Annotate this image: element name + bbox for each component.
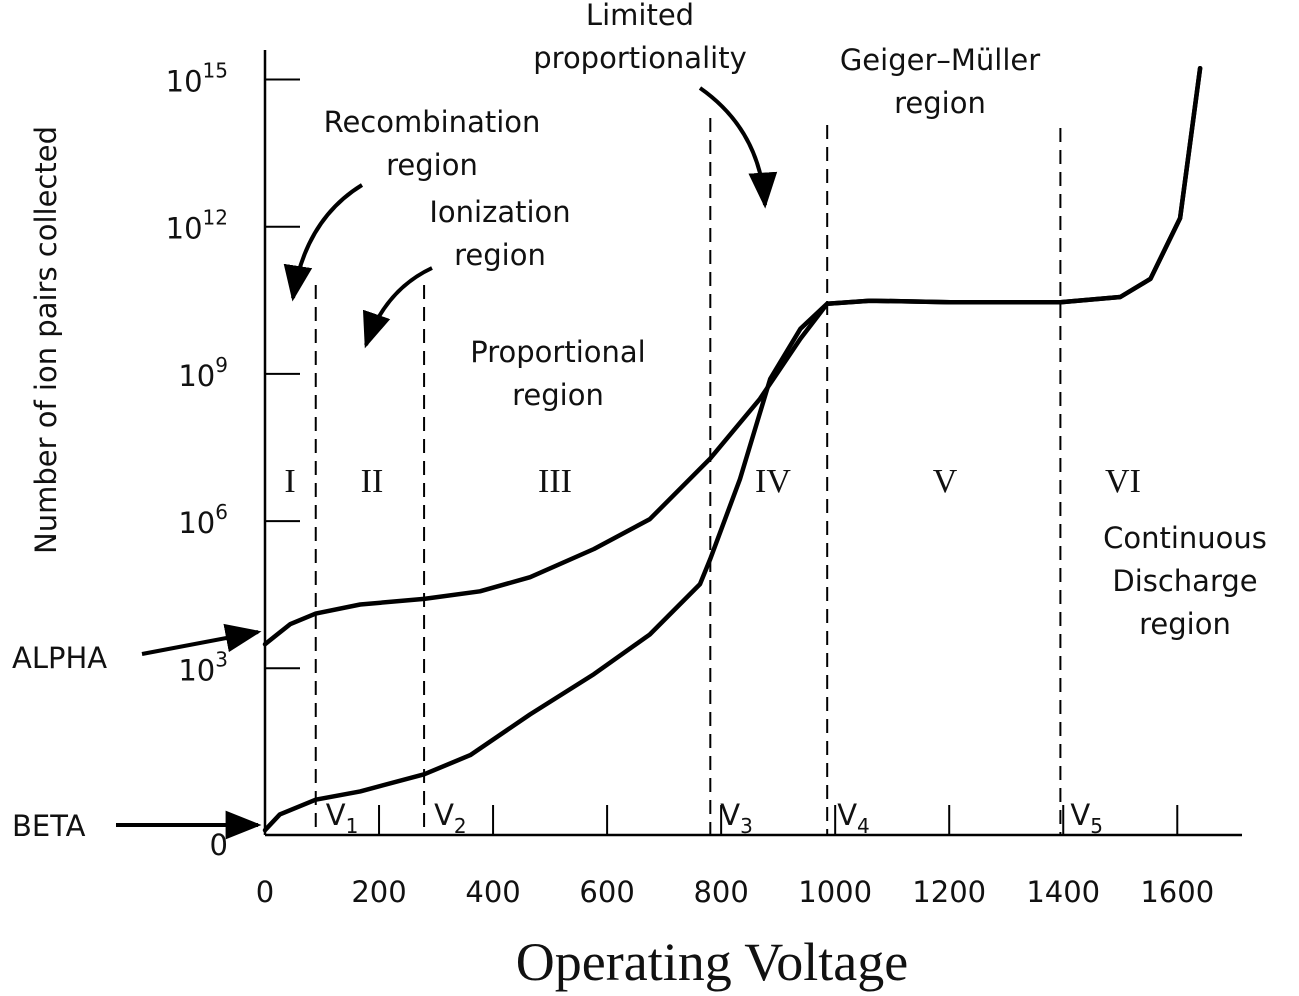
annotation: Proportional <box>470 335 645 369</box>
series-line <box>262 65 1203 833</box>
voltage-marker-label: V4 <box>837 798 870 838</box>
annotation: Discharge <box>1112 564 1257 598</box>
region-label: II <box>361 463 384 500</box>
voltage-marker-label: V2 <box>434 798 467 838</box>
annotation: Geiger–Müller <box>840 43 1040 77</box>
voltage-marker-label: V3 <box>720 798 753 838</box>
arrow <box>141 623 262 656</box>
voltage-marker-label: V1 <box>326 798 359 838</box>
y-tick-label: 106 <box>178 500 228 540</box>
region-label: I <box>284 463 295 500</box>
voltage-marker-label: V5 <box>1070 798 1103 838</box>
y-tick-label: 1012 <box>166 206 228 246</box>
region-label: V <box>933 463 958 500</box>
x-tick-label: 400 <box>465 875 520 909</box>
y-tick-label: 103 <box>178 647 228 687</box>
chart-title: Operating Voltage <box>516 932 908 992</box>
region-label: IV <box>755 463 791 500</box>
annotation: Limited <box>586 0 694 32</box>
x-tick-label: 1400 <box>1026 875 1100 909</box>
annotation: Recombination <box>324 105 541 139</box>
annotation-arrows <box>116 86 778 840</box>
x-tick-label: 0 <box>256 875 274 909</box>
annotation: region <box>512 378 604 412</box>
x-tick-label: 1200 <box>912 875 986 909</box>
annotation: region <box>894 86 986 120</box>
x-tick-label: 1600 <box>1140 875 1214 909</box>
x-tick-label: 800 <box>693 875 748 909</box>
arrow <box>698 86 778 209</box>
annotation: Ionization <box>429 195 570 229</box>
arrow <box>362 266 433 349</box>
x-tick-label: 1000 <box>798 875 872 909</box>
x-tick-label: 600 <box>579 875 634 909</box>
y-tick-label: 109 <box>178 353 228 393</box>
series-name: ALPHA <box>12 641 107 675</box>
x-tick-label: 200 <box>351 875 406 909</box>
region-label: III <box>538 463 572 500</box>
annotation: region <box>1139 607 1231 641</box>
annotation: region <box>454 238 546 272</box>
annotation: proportionality <box>533 41 746 75</box>
region-label: VI <box>1105 463 1141 500</box>
y-tick-label: 0 <box>210 828 228 862</box>
arrow <box>283 183 364 302</box>
annotation: region <box>386 148 478 182</box>
y-axis-label: Number of ion pairs collected <box>29 126 63 554</box>
annotation: Continuous <box>1103 521 1267 555</box>
y-tick-label: 1015 <box>166 59 228 99</box>
series-name: BETA <box>12 809 86 843</box>
